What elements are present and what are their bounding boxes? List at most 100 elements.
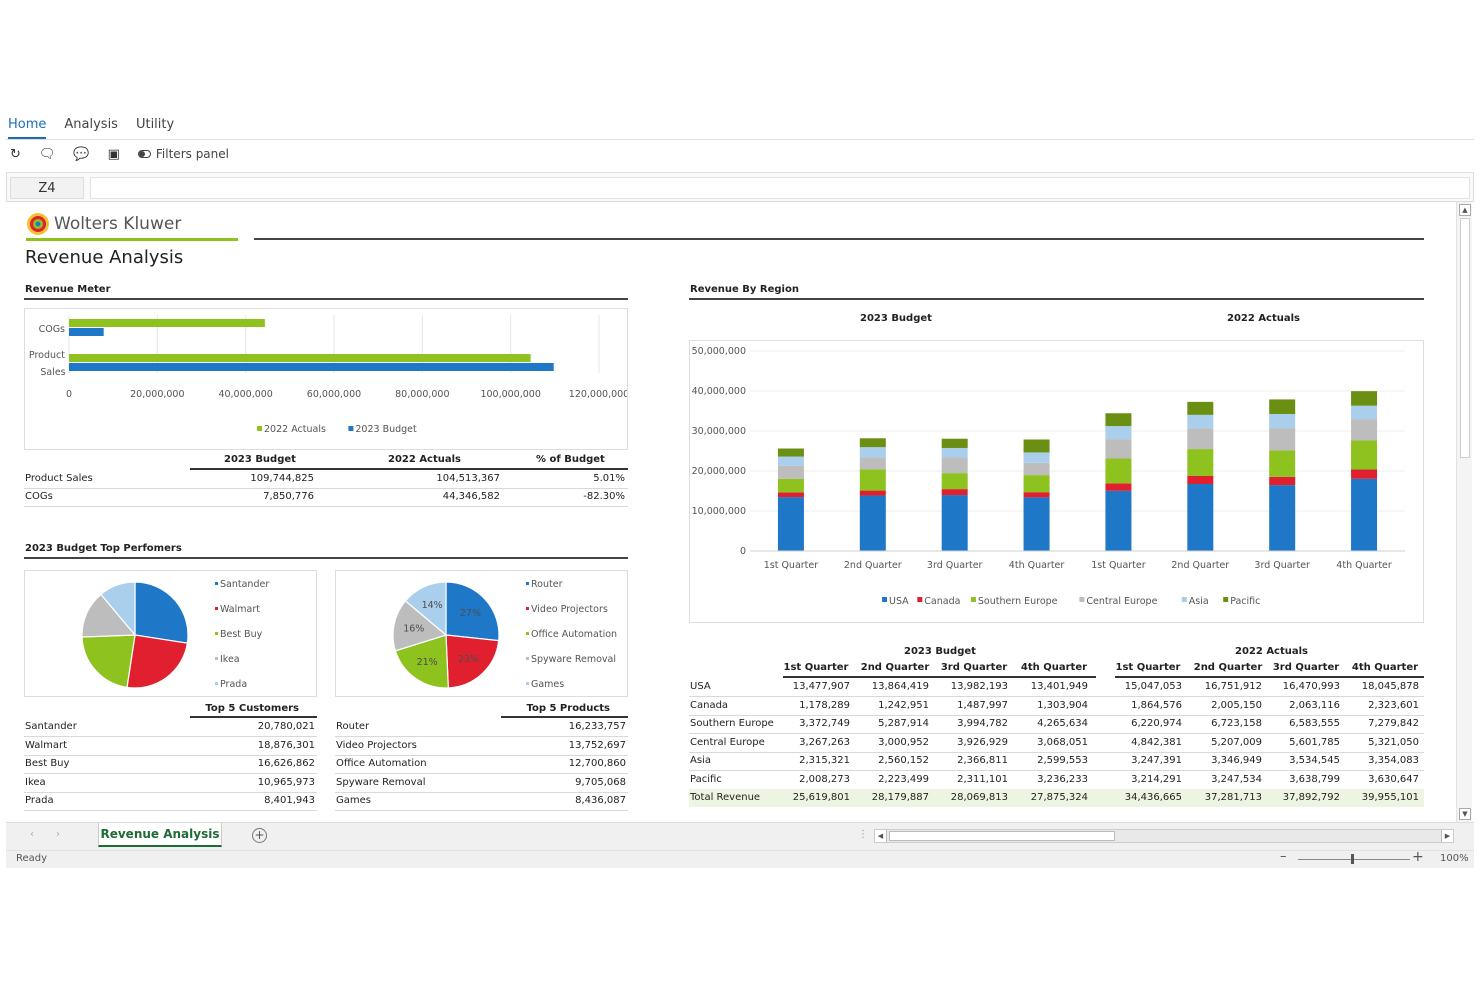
add-sheet-icon[interactable]: + <box>252 828 267 843</box>
tabs-splitter-icon[interactable]: ⋮ <box>858 829 868 840</box>
tab-utility[interactable]: Utility <box>135 117 175 132</box>
customers-row-value: 10,965,973 <box>257 776 315 788</box>
region-cell: 2,323,601 <box>1368 699 1419 711</box>
products-row-label: Video Projectors <box>336 739 417 751</box>
region-bar-segment <box>941 473 968 490</box>
region-bar-segment <box>1023 497 1050 551</box>
region-bar-segment <box>941 495 968 551</box>
region-x-tick: 3rd Quarter <box>927 560 983 571</box>
pie-legend-label: Spyware Removal <box>531 654 616 665</box>
products-row-value: 9,705,068 <box>575 776 626 788</box>
meter-x-tick: 100,000,000 <box>480 389 540 400</box>
sheet-tab-revenue-analysis[interactable]: Revenue Analysis <box>98 823 222 847</box>
pie-slice-label: 14% <box>422 600 443 611</box>
scroll-left-icon[interactable]: ◀ <box>875 830 887 842</box>
zoom-slider[interactable] <box>1298 859 1410 860</box>
tab-analysis[interactable]: Analysis <box>64 117 118 132</box>
prev-sheet-icon[interactable]: ‹ <box>30 829 34 840</box>
tab-home[interactable]: Home <box>8 117 47 139</box>
meter-header-budget: 2023 Budget <box>224 454 296 465</box>
region-legend-swatch <box>1181 597 1187 602</box>
region-cell: 13,864,419 <box>871 681 929 692</box>
zoom-in-icon[interactable]: + <box>1412 849 1424 865</box>
screenshot-icon[interactable]: ▣ <box>107 146 120 162</box>
region-row-label: Asia <box>690 755 711 766</box>
customers-row-label: Walmart <box>25 739 68 751</box>
region-bar-segment <box>1351 440 1378 470</box>
region-cell: 2,223,499 <box>878 773 929 785</box>
region-cell: 2,315,321 <box>799 755 850 766</box>
region-cell: 3,534,545 <box>1289 755 1340 766</box>
scroll-up-icon[interactable]: ▲ <box>1459 204 1471 216</box>
region-table-group-actuals: 2022 Actuals <box>1235 646 1309 657</box>
worksheet[interactable]: Wolters Kluwer Revenue Analysis Revenue … <box>6 202 1456 822</box>
comments-icon[interactable]: 🗨 <box>38 146 56 162</box>
pie-legend-swatch <box>215 632 218 635</box>
region-bar-segment <box>1351 469 1378 479</box>
region-cell: 2,311,101 <box>957 773 1008 785</box>
scroll-down-icon[interactable]: ▼ <box>1459 808 1471 820</box>
scroll-thumb[interactable] <box>1460 218 1470 458</box>
region-total-cell: 28,069,813 <box>950 792 1008 803</box>
region-bar-segment <box>1351 419 1378 441</box>
pie-slice <box>134 581 189 644</box>
region-bar-segment <box>1187 401 1214 415</box>
scroll-right-icon[interactable]: ▶ <box>1441 830 1453 842</box>
region-bar-segment <box>859 495 886 551</box>
meter-y-label: COGs <box>39 324 65 335</box>
customers-row-label: Prada <box>25 795 54 806</box>
revenue-region-svg: 0 10,000,000 20,000,000 30,000,000 40,000,00… <box>692 346 1405 607</box>
region-cell: 2,008,273 <box>799 773 850 785</box>
pie-legend-swatch <box>215 682 218 685</box>
region-cell: 3,247,534 <box>1211 773 1262 785</box>
customers-row-value: 18,876,301 <box>257 739 315 751</box>
region-bar-segment <box>1187 449 1214 476</box>
products-row-label: Office Automation <box>336 758 427 769</box>
region-chart-group-actuals: 2022 Actuals <box>1227 313 1301 324</box>
pie-legend-swatch <box>526 657 529 660</box>
vertical-scrollbar[interactable]: ▲ ▼ <box>1456 202 1472 822</box>
status-bar: Ready – + 100% <box>6 849 1474 868</box>
region-legend-label: Central Europe <box>1086 596 1157 607</box>
top-performers-rule <box>24 557 628 559</box>
region-cell: 2,063,116 <box>1289 699 1340 711</box>
region-total-cell: 34,436,665 <box>1124 792 1182 803</box>
comment-icon[interactable]: 💬 <box>73 146 90 162</box>
meter-x-tick: 20,000,000 <box>130 389 184 400</box>
cell-reference-box[interactable]: Z4 <box>10 177 84 199</box>
pie-legend-label: Prada <box>220 679 247 690</box>
region-cell: 3,372,749 <box>799 718 850 729</box>
region-cell: 5,207,009 <box>1211 736 1262 748</box>
meter-cell: -82.30% <box>583 491 625 502</box>
region-cell: 13,401,949 <box>1030 681 1088 692</box>
region-bar-segment <box>777 492 804 498</box>
formula-input[interactable] <box>90 177 1470 199</box>
meter-bar-actuals <box>69 319 265 327</box>
region-x-tick: 3rd Quarter <box>1254 560 1310 571</box>
region-x-tick: 4th Quarter <box>1336 560 1392 571</box>
meter-header-rule <box>190 468 628 470</box>
pie-slice <box>445 581 500 642</box>
region-bar-segment <box>1351 478 1378 551</box>
region-row-rule <box>689 714 1424 716</box>
filters-panel-toggle[interactable]: Filters panel <box>137 147 229 161</box>
region-cell: 4,842,381 <box>1131 736 1182 748</box>
customers-row-rule <box>24 736 317 737</box>
zoom-slider-handle[interactable] <box>1351 854 1354 864</box>
zoom-out-icon[interactable]: – <box>1280 849 1287 864</box>
refresh-icon[interactable]: ↻ <box>10 146 21 162</box>
meter-header-pct: % of Budget <box>536 454 605 465</box>
region-bar-segment <box>859 447 886 458</box>
pie-slice <box>100 581 136 637</box>
horizontal-scrollbar[interactable]: ◀ ▶ <box>874 829 1454 843</box>
toggle-icon <box>137 150 151 158</box>
meter-legend-swatch <box>348 426 354 431</box>
region-legend-label: Southern Europe <box>978 596 1058 607</box>
region-total-cell: 37,281,713 <box>1204 792 1262 803</box>
pie-slice-label: 16% <box>403 624 424 635</box>
horizontal-scroll-thumb[interactable] <box>889 831 1115 841</box>
next-sheet-icon[interactable]: › <box>56 829 60 840</box>
region-cell: 6,220,974 <box>1131 718 1182 729</box>
region-cell: 3,247,391 <box>1131 755 1182 766</box>
region-total-cell: 25,619,801 <box>792 792 850 803</box>
